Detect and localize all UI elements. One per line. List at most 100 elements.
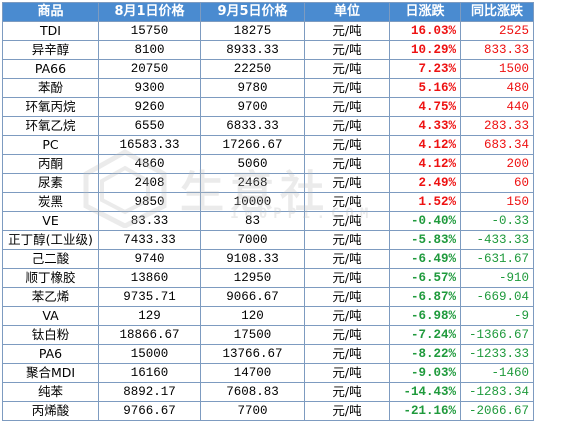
cell-unit: 元/吨 <box>304 325 390 345</box>
cell-aug1-price: 18866.67 <box>98 325 201 345</box>
cell-unit: 元/吨 <box>304 154 390 174</box>
cell-commodity: VA <box>2 306 99 326</box>
cell-daily-change: 10.29% <box>389 40 461 60</box>
table-row: 聚合MDI 16160 14700 元/吨 -9.03% -1460 <box>2 363 534 383</box>
table-row: PA6 15000 13766.67 元/吨 -8.22% -1233.33 <box>2 344 534 364</box>
cell-yoy-change: 60 <box>460 173 534 193</box>
cell-daily-change: -5.83% <box>389 230 461 250</box>
cell-daily-change: 4.75% <box>389 97 461 117</box>
cell-sep5-price: 6833.33 <box>200 116 305 136</box>
cell-yoy-change: 1500 <box>460 59 534 79</box>
cell-aug1-price: 15750 <box>98 21 201 41</box>
table-row: 苯乙烯 9735.71 9066.67 元/吨 -6.87% -669.04 <box>2 287 534 307</box>
cell-commodity: 正丁醇(工业级) <box>2 230 99 250</box>
cell-yoy-change: 833.33 <box>460 40 534 60</box>
cell-yoy-change: -1283.34 <box>460 382 534 402</box>
cell-aug1-price: 9260 <box>98 97 201 117</box>
cell-aug1-price: 4860 <box>98 154 201 174</box>
cell-commodity: 苯乙烯 <box>2 287 99 307</box>
cell-aug1-price: 8100 <box>98 40 201 60</box>
cell-sep5-price: 9780 <box>200 78 305 98</box>
cell-unit: 元/吨 <box>304 21 390 41</box>
header-commodity: 商品 <box>2 2 99 22</box>
cell-yoy-change: -1460 <box>460 363 534 383</box>
cell-commodity: PC <box>2 135 99 155</box>
cell-daily-change: -6.87% <box>389 287 461 307</box>
cell-sep5-price: 10000 <box>200 192 305 212</box>
cell-sep5-price: 7700 <box>200 401 305 421</box>
cell-sep5-price: 9108.33 <box>200 249 305 269</box>
cell-aug1-price: 83.33 <box>98 211 201 231</box>
cell-yoy-change: -1366.67 <box>460 325 534 345</box>
cell-unit: 元/吨 <box>304 173 390 193</box>
cell-yoy-change: 2525 <box>460 21 534 41</box>
cell-sep5-price: 120 <box>200 306 305 326</box>
cell-aug1-price: 9300 <box>98 78 201 98</box>
header-yoy-change: 同比涨跌 <box>460 2 534 22</box>
cell-unit: 元/吨 <box>304 116 390 136</box>
table-row: 异辛醇 8100 8933.33 元/吨 10.29% 833.33 <box>2 40 534 60</box>
cell-aug1-price: 129 <box>98 306 201 326</box>
cell-unit: 元/吨 <box>304 211 390 231</box>
cell-commodity: 己二酸 <box>2 249 99 269</box>
cell-yoy-change: 683.34 <box>460 135 534 155</box>
cell-unit: 元/吨 <box>304 78 390 98</box>
cell-commodity: PA66 <box>2 59 99 79</box>
cell-yoy-change: 480 <box>460 78 534 98</box>
cell-sep5-price: 2468 <box>200 173 305 193</box>
cell-commodity: VE <box>2 211 99 231</box>
cell-daily-change: -9.03% <box>389 363 461 383</box>
header-sep5-price: 9月5日价格 <box>200 2 305 22</box>
cell-sep5-price: 7608.83 <box>200 382 305 402</box>
cell-sep5-price: 13766.67 <box>200 344 305 364</box>
cell-daily-change: -14.43% <box>389 382 461 402</box>
table-row: 丙酮 4860 5060 元/吨 4.12% 200 <box>2 154 534 174</box>
cell-sep5-price: 22250 <box>200 59 305 79</box>
cell-unit: 元/吨 <box>304 287 390 307</box>
cell-aug1-price: 15000 <box>98 344 201 364</box>
cell-yoy-change: -433.33 <box>460 230 534 250</box>
cell-yoy-change: -9 <box>460 306 534 326</box>
cell-aug1-price: 9766.67 <box>98 401 201 421</box>
table-row: VA 129 120 元/吨 -6.98% -9 <box>2 306 534 326</box>
cell-daily-change: -0.40% <box>389 211 461 231</box>
cell-unit: 元/吨 <box>304 135 390 155</box>
cell-commodity: 钛白粉 <box>2 325 99 345</box>
table-row: 钛白粉 18866.67 17500 元/吨 -7.24% -1366.67 <box>2 325 534 345</box>
table-row: 环氧丙烷 9260 9700 元/吨 4.75% 440 <box>2 97 534 117</box>
cell-yoy-change: 150 <box>460 192 534 212</box>
cell-yoy-change: 200 <box>460 154 534 174</box>
cell-commodity: 环氧乙烷 <box>2 116 99 136</box>
table-row: TDI 15750 18275 元/吨 16.03% 2525 <box>2 21 534 41</box>
cell-sep5-price: 12950 <box>200 268 305 288</box>
cell-unit: 元/吨 <box>304 344 390 364</box>
cell-daily-change: 4.33% <box>389 116 461 136</box>
cell-daily-change: -8.22% <box>389 344 461 364</box>
cell-aug1-price: 13860 <box>98 268 201 288</box>
cell-yoy-change: -631.67 <box>460 249 534 269</box>
cell-unit: 元/吨 <box>304 59 390 79</box>
cell-aug1-price: 9850 <box>98 192 201 212</box>
cell-commodity: 丙酮 <box>2 154 99 174</box>
cell-sep5-price: 8933.33 <box>200 40 305 60</box>
cell-daily-change: 1.52% <box>389 192 461 212</box>
cell-aug1-price: 16583.33 <box>98 135 201 155</box>
price-table-container: 商品 8月1日价格 9月5日价格 单位 日涨跌 同比涨跌 TDI 15750 182… <box>2 2 534 421</box>
cell-sep5-price: 83 <box>200 211 305 231</box>
cell-unit: 元/吨 <box>304 192 390 212</box>
table-row: 纯苯 8892.17 7608.83 元/吨 -14.43% -1283.34 <box>2 382 534 402</box>
cell-daily-change: 7.23% <box>389 59 461 79</box>
cell-aug1-price: 9735.71 <box>98 287 201 307</box>
cell-unit: 元/吨 <box>304 249 390 269</box>
price-change-table: 商品 8月1日价格 9月5日价格 单位 日涨跌 同比涨跌 TDI 15750 182… <box>2 2 534 421</box>
cell-unit: 元/吨 <box>304 306 390 326</box>
cell-yoy-change: -0.33 <box>460 211 534 231</box>
cell-unit: 元/吨 <box>304 363 390 383</box>
cell-aug1-price: 2408 <box>98 173 201 193</box>
table-row: 丙烯酸 9766.67 7700 元/吨 -21.16% -2066.67 <box>2 401 534 421</box>
cell-commodity: 苯酚 <box>2 78 99 98</box>
cell-sep5-price: 9700 <box>200 97 305 117</box>
cell-commodity: 环氧丙烷 <box>2 97 99 117</box>
cell-sep5-price: 7000 <box>200 230 305 250</box>
cell-commodity: TDI <box>2 21 99 41</box>
